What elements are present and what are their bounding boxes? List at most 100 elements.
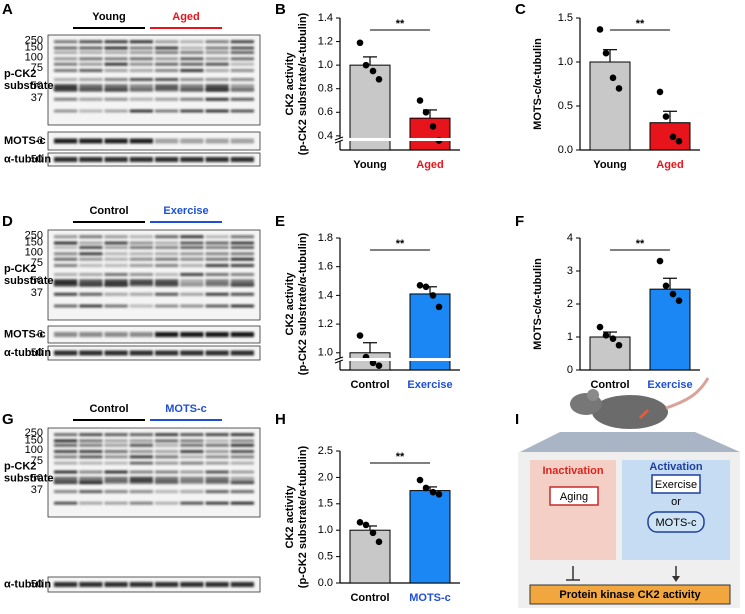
- y-axis-label: CK2 activity: [284, 485, 296, 549]
- y-tick-label: 1.0: [318, 347, 333, 359]
- significance-label: **: [396, 18, 405, 30]
- marker-label: 150: [25, 42, 43, 54]
- blot-band: [54, 157, 78, 162]
- inactivation-label: Inactivation: [542, 465, 603, 477]
- blot-band: [54, 109, 78, 113]
- y-tick-label: 0.5: [318, 551, 333, 563]
- blot-band: [180, 252, 204, 256]
- blot-band: [155, 109, 179, 113]
- marker-label: 250: [25, 34, 43, 46]
- blot-band: [205, 470, 229, 474]
- blot-band: [104, 450, 128, 454]
- blot-band: [79, 490, 103, 494]
- blot-band: [230, 350, 254, 356]
- blot-band: [205, 252, 229, 256]
- group-label: Control: [89, 403, 128, 415]
- blot-band: [180, 490, 204, 494]
- aging-box: [549, 486, 599, 506]
- blot-band: [230, 283, 254, 287]
- blot-band: [205, 439, 229, 443]
- data-point: [609, 335, 617, 342]
- blot-band: [180, 51, 204, 54]
- data-point: [602, 49, 610, 57]
- blot-band: [180, 461, 204, 465]
- data-point: [615, 341, 623, 349]
- blot-band: [54, 257, 78, 261]
- blot-band: [54, 138, 78, 144]
- blot-band: [155, 257, 179, 261]
- y-axis-label: MOTS-c/α-tubulin: [532, 38, 544, 130]
- blot-band: [205, 304, 229, 308]
- marker-label: 100: [25, 246, 43, 258]
- data-point: [435, 490, 443, 498]
- aging-label: Aging: [560, 491, 588, 503]
- blot-band: [129, 69, 153, 72]
- blot-band: [129, 138, 153, 144]
- blot-band: [205, 241, 229, 245]
- blot-band: [79, 62, 103, 66]
- blot-band: [180, 246, 204, 249]
- blot-band: [155, 470, 179, 474]
- blot-band: [104, 283, 128, 287]
- blot-band: [180, 433, 204, 437]
- data-point: [416, 282, 424, 289]
- blot-band: [129, 470, 153, 474]
- blot-band: [54, 252, 78, 256]
- y-tick-label: 1.4: [318, 289, 333, 301]
- blot-band: [104, 461, 128, 465]
- blot-band: [129, 51, 153, 54]
- data-point: [656, 257, 664, 265]
- data-point: [362, 61, 370, 69]
- blot-band: [104, 69, 128, 72]
- blot-band: [54, 582, 78, 587]
- data-point: [416, 97, 424, 104]
- x-tick-label: Young: [593, 159, 626, 171]
- data-point: [662, 282, 670, 290]
- blot-band: [230, 264, 254, 267]
- blot-band: [129, 246, 153, 249]
- blot-band: [79, 279, 103, 286]
- blot-band: [205, 332, 229, 337]
- blot-band: [230, 84, 254, 91]
- blot-band: [230, 332, 254, 337]
- blot-band: [79, 476, 103, 483]
- blot-band: [79, 283, 103, 287]
- blot-band: [205, 157, 229, 162]
- blot-band: [205, 455, 229, 459]
- panel-label: F: [515, 213, 524, 230]
- blot-band: [79, 332, 103, 337]
- blot-band: [104, 455, 128, 459]
- y-tick-label: 1.0: [318, 59, 333, 71]
- blot-band: [129, 443, 153, 447]
- blot-band: [79, 78, 103, 81]
- data-point: [429, 292, 437, 299]
- muscle: [638, 408, 650, 420]
- blot-band: [230, 109, 254, 113]
- marker-label: 100: [25, 444, 43, 456]
- data-point: [356, 39, 364, 47]
- data-point: [596, 26, 604, 33]
- data-point: [369, 359, 377, 367]
- blot-band: [205, 138, 229, 144]
- data-point: [375, 75, 383, 83]
- blot-band: [79, 97, 103, 101]
- blot-frame: [47, 576, 261, 593]
- inactivation-box: [530, 460, 616, 560]
- blot-band: [54, 292, 78, 296]
- blot-band: [205, 40, 229, 44]
- marker-label: 37: [31, 484, 43, 496]
- blot-band: [230, 69, 254, 72]
- blot-band: [79, 292, 103, 296]
- row-label: α-tubulin: [4, 153, 51, 165]
- or-label: or: [671, 496, 681, 508]
- blot-band: [104, 264, 128, 267]
- blot-band: [180, 439, 204, 443]
- row-label: substrate: [4, 472, 54, 484]
- blot-band: [155, 332, 179, 337]
- x-tick-label: Control: [350, 379, 389, 391]
- blot-band: [155, 582, 179, 587]
- panel-label: I: [515, 411, 519, 428]
- blot-band: [104, 252, 128, 256]
- x-tick-label: Aged: [656, 159, 684, 171]
- blot-band: [54, 57, 78, 61]
